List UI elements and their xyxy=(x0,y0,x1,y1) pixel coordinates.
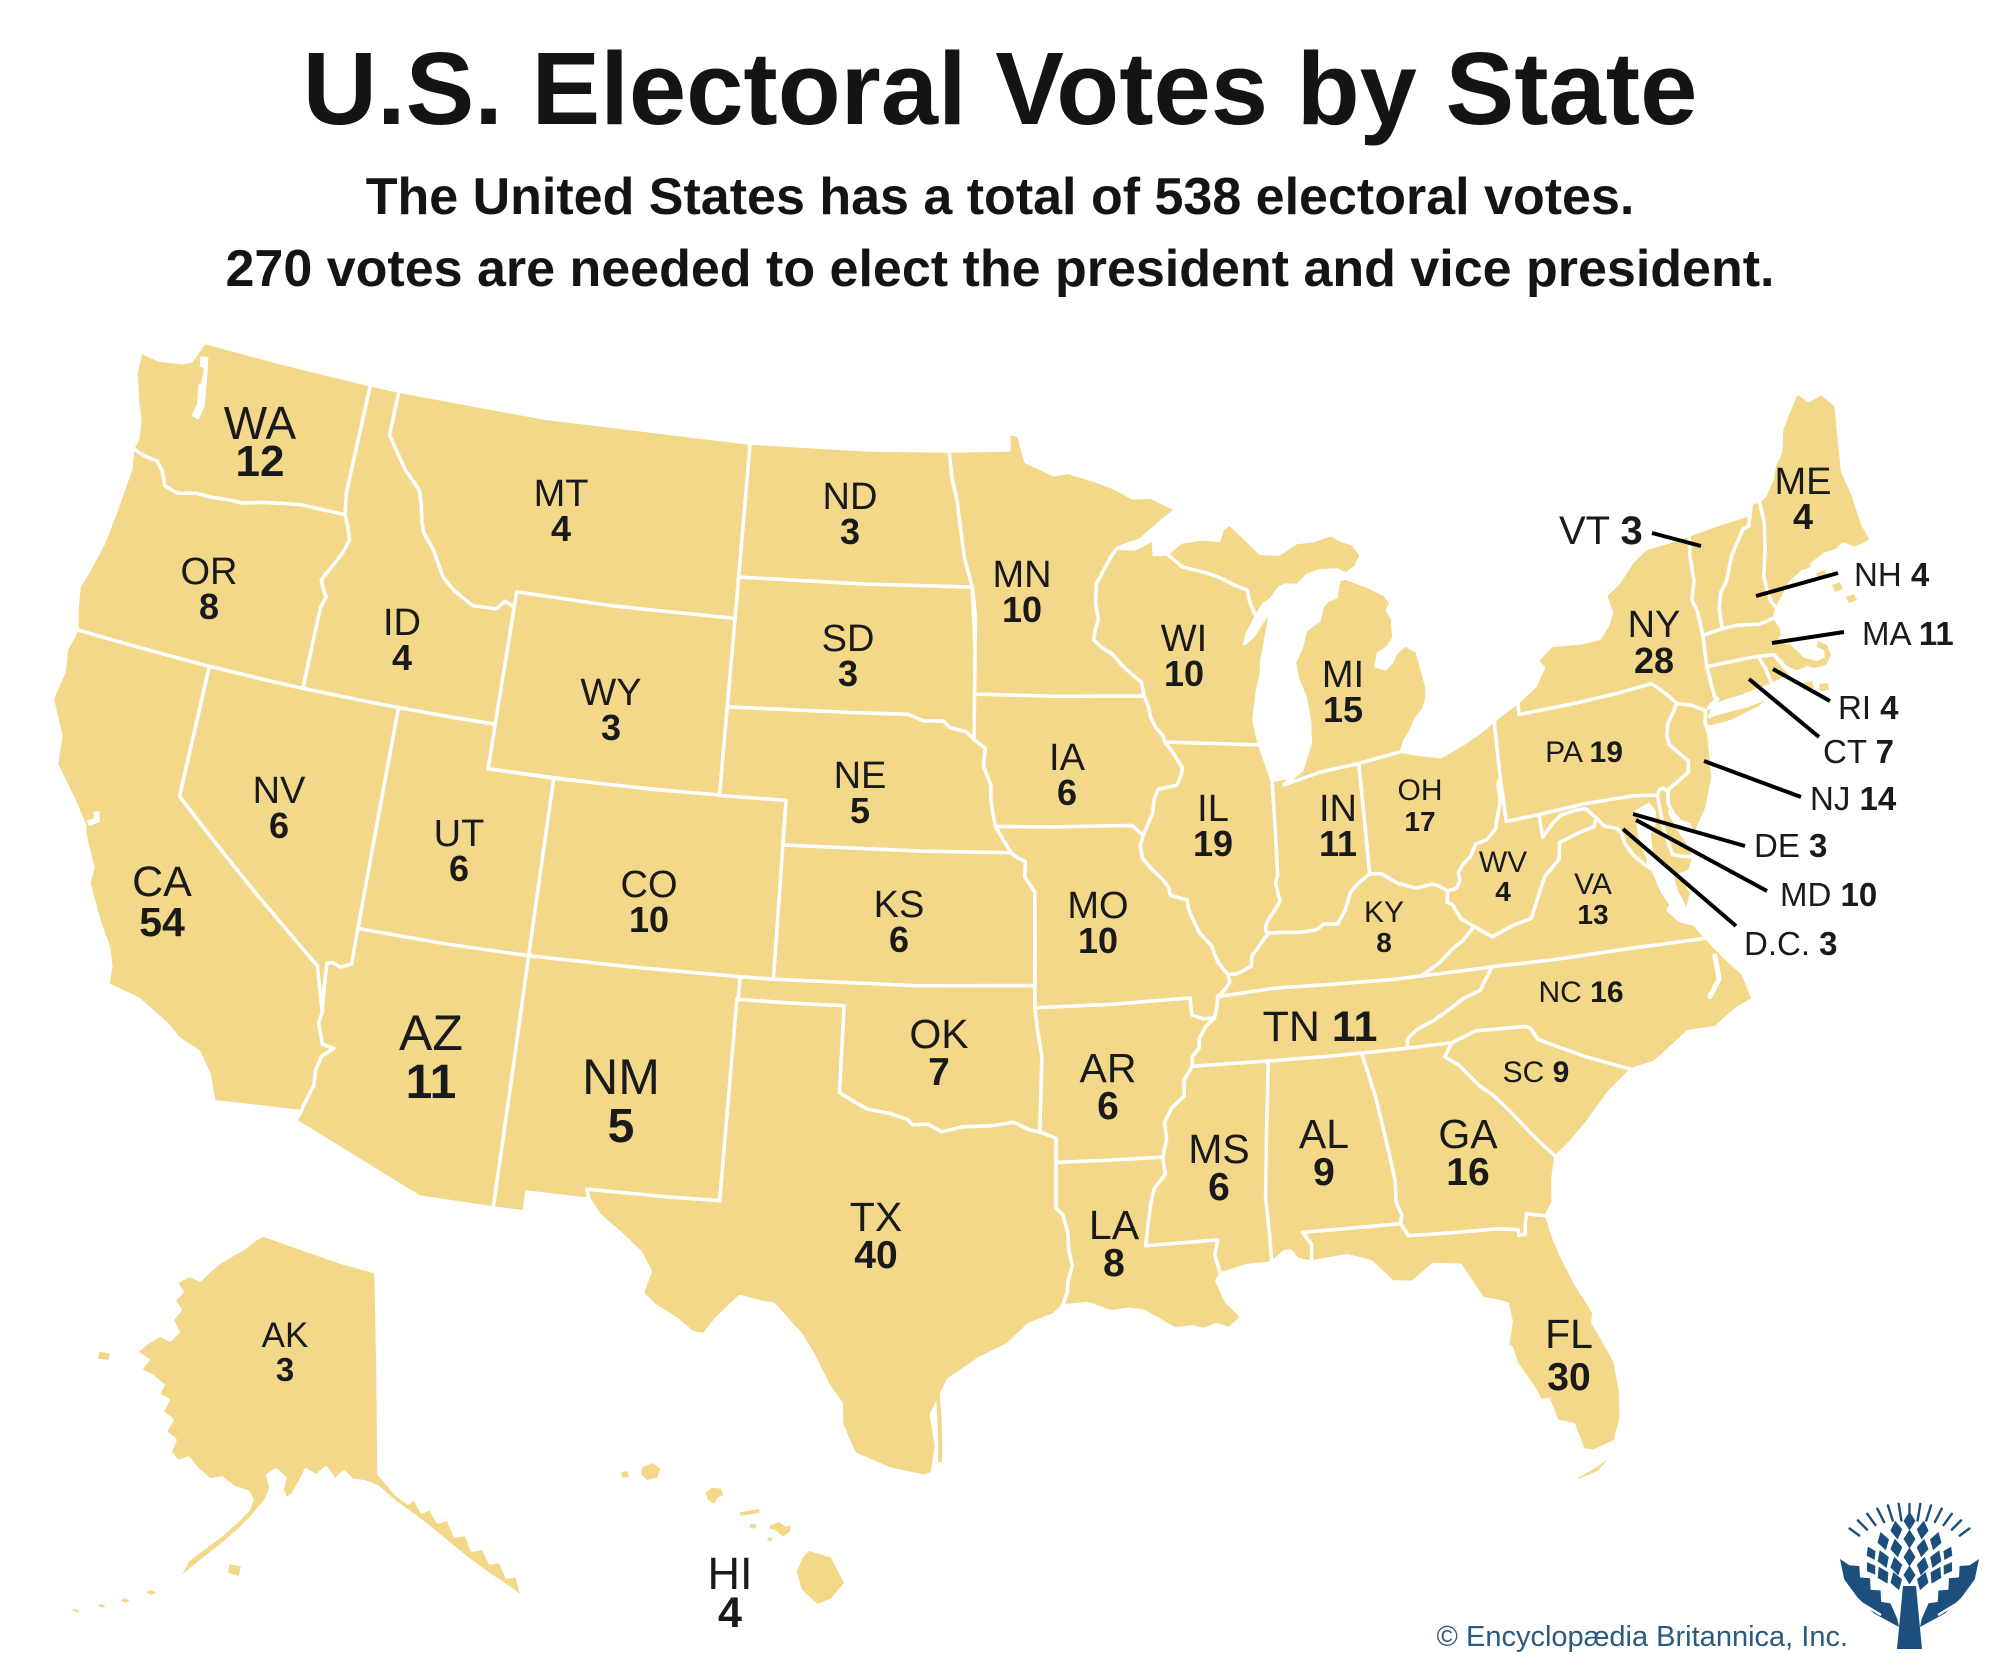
svg-text:IA: IA xyxy=(1049,737,1086,779)
svg-text:ME: ME xyxy=(1775,461,1832,503)
svg-text:54: 54 xyxy=(139,899,185,945)
svg-text:MN: MN xyxy=(992,554,1051,596)
svg-text:IL: IL xyxy=(1197,788,1229,830)
svg-text:9: 9 xyxy=(1313,1151,1335,1194)
svg-text:OR: OR xyxy=(181,551,238,593)
svg-text:11: 11 xyxy=(406,1056,457,1109)
svg-text:6: 6 xyxy=(889,919,909,960)
svg-text:KS: KS xyxy=(874,884,925,926)
svg-text:AK: AK xyxy=(262,1316,309,1355)
svg-text:AR: AR xyxy=(1080,1045,1137,1091)
svg-text:4: 4 xyxy=(718,1589,742,1637)
svg-text:12: 12 xyxy=(236,437,285,486)
svg-text:VT 3: VT 3 xyxy=(1559,509,1643,553)
svg-text:3: 3 xyxy=(601,707,621,748)
svg-text:WI: WI xyxy=(1161,618,1207,660)
svg-text:3: 3 xyxy=(276,1351,294,1388)
svg-text:3: 3 xyxy=(840,511,860,552)
svg-text:TN 11: TN 11 xyxy=(1263,1003,1378,1051)
svg-text:16: 16 xyxy=(1446,1151,1489,1194)
svg-text:AZ: AZ xyxy=(399,1005,463,1061)
svg-text:NC 16: NC 16 xyxy=(1538,976,1623,1009)
svg-text:WY: WY xyxy=(580,672,641,714)
svg-text:WV: WV xyxy=(1479,846,1527,879)
svg-text:PA 19: PA 19 xyxy=(1545,736,1623,769)
svg-text:10: 10 xyxy=(1002,589,1042,630)
svg-text:OH: OH xyxy=(1398,774,1443,807)
svg-text:HI: HI xyxy=(708,1548,753,1599)
svg-text:6: 6 xyxy=(269,805,289,846)
svg-text:NV: NV xyxy=(253,770,306,812)
svg-text:15: 15 xyxy=(1323,689,1363,730)
svg-text:CA: CA xyxy=(132,858,192,906)
svg-text:DE 3: DE 3 xyxy=(1754,827,1827,864)
svg-text:6: 6 xyxy=(1208,1166,1230,1209)
svg-text:6: 6 xyxy=(449,848,469,889)
svg-text:8: 8 xyxy=(199,586,219,627)
svg-text:GA: GA xyxy=(1438,1111,1498,1157)
svg-text:3: 3 xyxy=(838,653,858,694)
svg-text:4: 4 xyxy=(392,637,412,678)
svg-text:4: 4 xyxy=(1495,876,1511,907)
svg-text:4: 4 xyxy=(1793,496,1813,537)
svg-text:30: 30 xyxy=(1547,1356,1590,1399)
svg-text:AL: AL xyxy=(1299,1111,1349,1157)
svg-text:NJ 14: NJ 14 xyxy=(1810,780,1897,817)
svg-text:CO: CO xyxy=(621,864,678,906)
svg-text:LA: LA xyxy=(1089,1202,1140,1248)
svg-text:SD: SD xyxy=(822,618,875,660)
svg-text:7: 7 xyxy=(928,1051,950,1094)
svg-text:SC 9: SC 9 xyxy=(1503,1056,1570,1089)
svg-text:MD 10: MD 10 xyxy=(1780,876,1877,913)
svg-text:MI: MI xyxy=(1322,654,1364,696)
svg-text:28: 28 xyxy=(1634,640,1674,681)
svg-text:ID: ID xyxy=(383,602,421,644)
svg-text:OK: OK xyxy=(909,1011,968,1057)
svg-text:FL: FL xyxy=(1545,1311,1593,1357)
svg-text:NH 4: NH 4 xyxy=(1854,556,1930,593)
svg-text:NY: NY xyxy=(1628,604,1681,646)
svg-text:11: 11 xyxy=(1319,823,1357,864)
svg-text:10: 10 xyxy=(1164,653,1204,694)
svg-text:RI 4: RI 4 xyxy=(1838,689,1899,726)
svg-text:CT 7: CT 7 xyxy=(1823,733,1894,770)
svg-text:MT: MT xyxy=(534,473,589,515)
svg-text:ND: ND xyxy=(823,476,878,518)
svg-text:VA: VA xyxy=(1574,868,1612,901)
svg-text:TX: TX xyxy=(850,1194,902,1240)
svg-text:8: 8 xyxy=(1103,1242,1125,1285)
svg-text:19: 19 xyxy=(1193,823,1233,864)
svg-text:NM: NM xyxy=(582,1049,660,1105)
svg-text:5: 5 xyxy=(608,1100,635,1153)
svg-text:17: 17 xyxy=(1404,806,1435,837)
svg-text:4: 4 xyxy=(551,508,571,549)
svg-text:13: 13 xyxy=(1577,899,1608,930)
svg-text:8: 8 xyxy=(1376,927,1392,958)
svg-text:10: 10 xyxy=(629,899,669,940)
svg-text:5: 5 xyxy=(850,790,870,831)
svg-text:IN: IN xyxy=(1319,788,1357,830)
svg-text:WA: WA xyxy=(224,397,297,449)
svg-text:10: 10 xyxy=(1078,920,1118,961)
svg-text:6: 6 xyxy=(1057,772,1077,813)
svg-text:MS: MS xyxy=(1188,1126,1250,1172)
svg-text:6: 6 xyxy=(1097,1085,1119,1128)
svg-text:D.C. 3: D.C. 3 xyxy=(1744,925,1838,962)
svg-text:MA 11: MA 11 xyxy=(1862,615,1954,652)
svg-text:40: 40 xyxy=(854,1234,897,1277)
svg-text:KY: KY xyxy=(1364,896,1404,929)
svg-text:UT: UT xyxy=(434,813,485,855)
svg-text:MO: MO xyxy=(1067,885,1128,927)
svg-text:NE: NE xyxy=(834,755,887,797)
